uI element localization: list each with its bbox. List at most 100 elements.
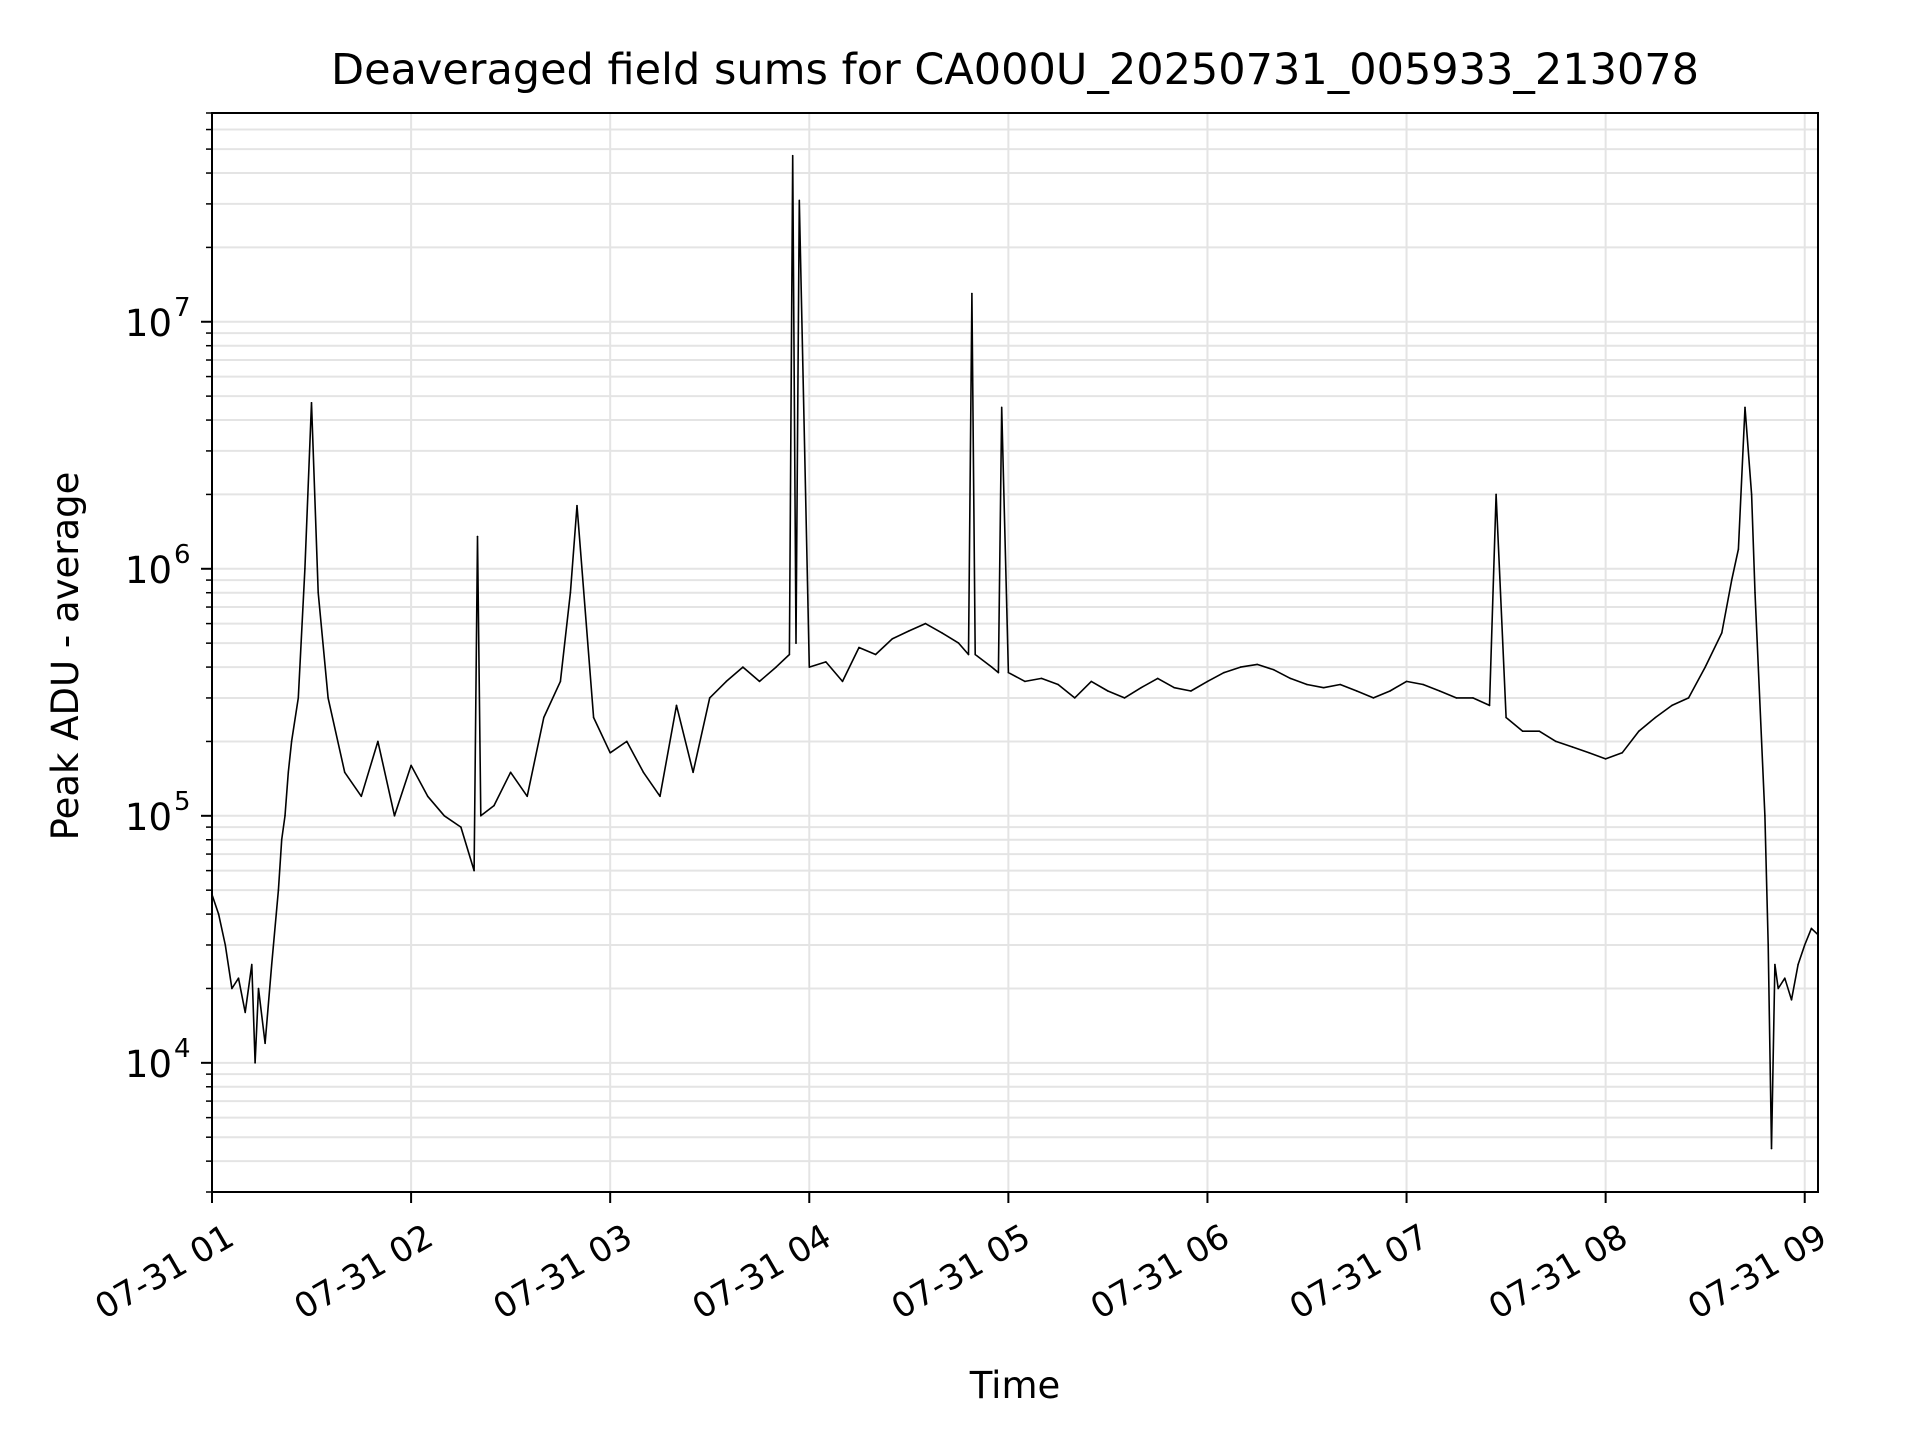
y-tick-label-exponent: 4: [174, 1034, 191, 1064]
data-point: [343, 771, 346, 774]
y-tick-label-exponent: 7: [174, 293, 191, 323]
data-point: [1784, 977, 1786, 979]
data-point: [1621, 752, 1623, 754]
data-point: [443, 815, 446, 817]
data-point: [808, 666, 811, 668]
data-point: [1803, 944, 1806, 946]
y-tick-label-base: 10: [125, 796, 172, 839]
data-point: [310, 402, 313, 404]
data-point: [280, 838, 283, 841]
data-point: [1721, 632, 1723, 634]
y-tick-label-exponent: 5: [174, 787, 191, 817]
data-point: [1007, 671, 1010, 674]
data-point: [997, 671, 1000, 674]
data-point: [287, 771, 290, 774]
data-point: [493, 804, 495, 807]
y-tick-label-base: 10: [125, 302, 172, 345]
data-point: [858, 646, 860, 649]
data-point: [1744, 406, 1746, 409]
x-tick-label: 07-31 02: [288, 1217, 440, 1328]
data-point: [317, 591, 320, 594]
data-point: [1223, 671, 1225, 674]
data-point: [659, 795, 661, 798]
data-point: [377, 740, 379, 743]
data-point: [758, 680, 761, 683]
data-point: [1356, 690, 1358, 692]
data-point: [1704, 666, 1706, 668]
data-point: [473, 869, 475, 872]
data-point: [426, 795, 429, 798]
x-tick-label: 07-31 05: [885, 1217, 1037, 1328]
data-point: [874, 653, 877, 656]
data-point: [509, 771, 512, 774]
series-layer: [211, 154, 1819, 1150]
data-point: [559, 680, 562, 683]
data-point: [264, 1042, 266, 1045]
y-axis-label: Peak ADU - average: [44, 472, 87, 841]
data-point: [1571, 746, 1574, 748]
data-point: [798, 199, 801, 202]
data-point: [1040, 677, 1043, 680]
data-point: [1730, 579, 1733, 581]
data-point: [1090, 680, 1093, 683]
data-point: [1774, 963, 1776, 966]
data-point: [1405, 680, 1408, 683]
data-point: [788, 653, 791, 656]
data-point: [476, 535, 479, 538]
data-point: [224, 944, 227, 946]
data-point: [775, 666, 777, 668]
data-point: [1140, 686, 1142, 689]
data-point: [1505, 716, 1507, 719]
data-point: [1000, 406, 1003, 409]
data-point: [1810, 927, 1813, 930]
data-point: [231, 987, 233, 990]
x-tick-label: 07-31 04: [686, 1217, 838, 1328]
data-point: [1495, 493, 1497, 496]
data-point: [991, 666, 993, 668]
data-point: [908, 630, 910, 632]
data-point: [1604, 758, 1607, 760]
data-point: [742, 666, 744, 668]
data-point: [1107, 690, 1109, 692]
data-point: [1588, 752, 1590, 754]
data-point: [277, 889, 280, 891]
data-point: [1438, 690, 1441, 692]
data-point: [1472, 697, 1474, 699]
data-point: [1638, 730, 1640, 732]
data-point: [957, 642, 960, 644]
data-point: [393, 815, 396, 817]
y-tick-label: 10 5: [125, 787, 191, 839]
data-point: [1123, 697, 1126, 699]
data-point: [1790, 999, 1793, 1001]
data-point: [460, 826, 462, 828]
data-point: [1754, 591, 1756, 594]
data-point: [297, 697, 300, 699]
y-tick-label: 10 6: [125, 540, 191, 592]
x-tick-label: 07-31 06: [1084, 1217, 1236, 1328]
x-axis-label: Time: [969, 1364, 1061, 1407]
data-point: [526, 795, 528, 798]
data-point: [1687, 697, 1690, 699]
data-point: [924, 622, 927, 625]
plot-frame: [211, 112, 1819, 1193]
data-point: [257, 987, 260, 990]
data-point: [270, 963, 273, 966]
x-tick-label: 07-31 01: [89, 1217, 241, 1328]
data-point: [1770, 1147, 1773, 1150]
data-point: [1455, 697, 1458, 699]
data-point: [841, 680, 844, 683]
data-point: [1538, 730, 1541, 732]
data-point: [1289, 677, 1292, 680]
data-point: [251, 963, 253, 966]
tick-labels: 07-31 01 07-31 02 07-31 03 07-31 04 07-31 05…: [89, 293, 1834, 1328]
data-point: [1671, 704, 1673, 707]
data-point: [254, 1062, 256, 1064]
y-tick-label: 10 7: [125, 293, 191, 345]
y-tick-label-base: 10: [125, 1043, 172, 1086]
data-point: [284, 815, 286, 817]
data-point: [1737, 548, 1740, 550]
data-point: [327, 697, 329, 699]
data-point: [1767, 944, 1769, 946]
data-point: [1521, 730, 1524, 732]
